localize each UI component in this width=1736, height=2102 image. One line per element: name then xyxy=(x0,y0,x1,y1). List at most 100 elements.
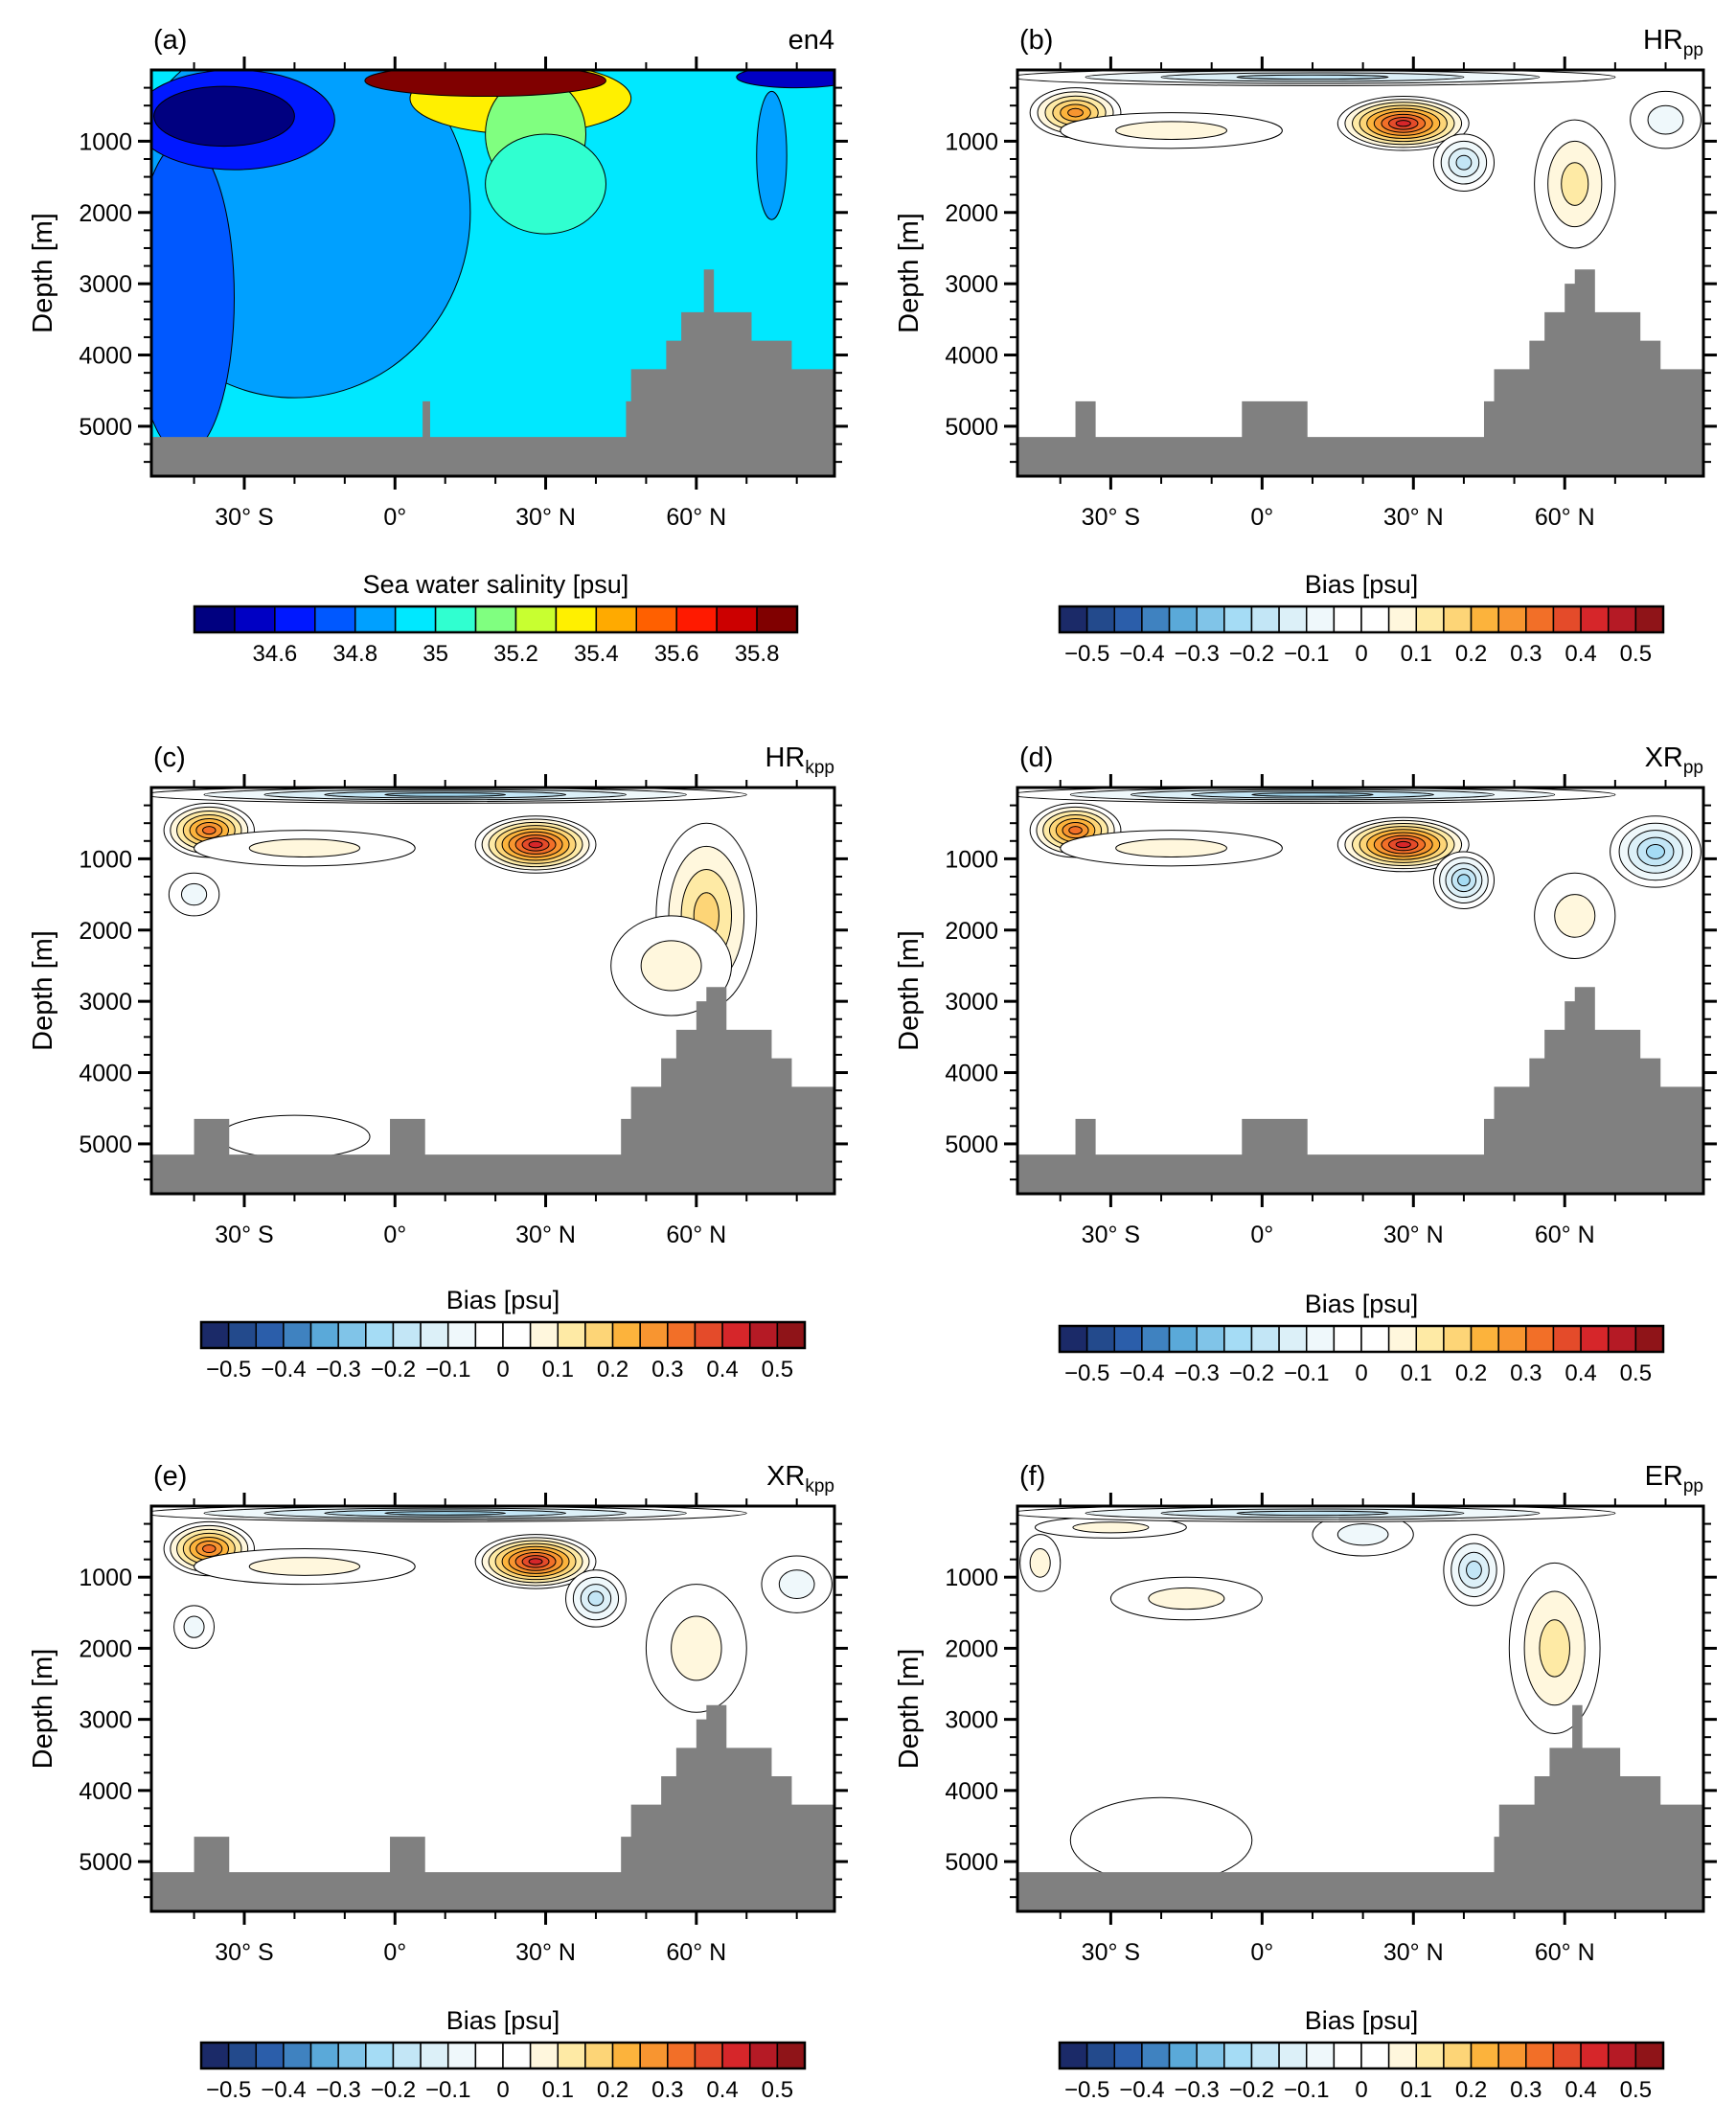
colorbar-title: Bias [psu] xyxy=(1305,2006,1419,2035)
x-tick-label: 60° N xyxy=(666,504,726,531)
colorbar-box xyxy=(1607,2042,1637,2069)
colorbar-box xyxy=(337,1321,367,1349)
colorbar-box xyxy=(234,605,276,633)
colorbar-frame xyxy=(1058,2041,1665,2070)
colorbar-box xyxy=(1525,1325,1555,1353)
bias-contour xyxy=(1115,838,1227,858)
bathymetry xyxy=(1017,269,1703,476)
colorbar-label: −0.4 xyxy=(1119,2077,1164,2102)
colorbar-box xyxy=(194,605,236,633)
y-tick-label: 1000 xyxy=(79,1565,132,1591)
colorbar-box xyxy=(1278,2042,1308,2069)
bias-contour xyxy=(1646,844,1665,859)
colorbar-box xyxy=(1085,2042,1116,2069)
y-tick-label: 1000 xyxy=(945,846,998,873)
y-tick-label: 4000 xyxy=(79,343,132,370)
bias-contour xyxy=(1561,162,1589,206)
colorbar-box xyxy=(1250,2042,1280,2069)
x-tick-label: 30° S xyxy=(1082,504,1140,531)
colorbar-box xyxy=(314,605,356,633)
colorbar-box xyxy=(392,2042,422,2069)
colorbar-title: Bias [psu] xyxy=(1305,570,1419,599)
colorbar-frame xyxy=(199,1320,807,1350)
panel-title-main: XR xyxy=(1645,743,1683,773)
colorbar-box xyxy=(1305,1325,1336,1353)
colorbar-box xyxy=(502,2042,532,2069)
y-tick-label: 2000 xyxy=(945,918,998,945)
colorbar-box xyxy=(1085,1325,1116,1353)
plot-frame xyxy=(149,1504,836,1913)
y-tick-label: 4000 xyxy=(79,1778,132,1805)
colorbar-label: −0.2 xyxy=(1229,2077,1274,2102)
bias-contour xyxy=(1148,1587,1225,1611)
colorbar-box xyxy=(255,2042,285,2069)
colorbar-label: −0.1 xyxy=(425,2077,470,2102)
y-tick-label: 3000 xyxy=(945,989,998,1016)
colorbar-label: −0.1 xyxy=(425,1357,470,1382)
colorbar-box xyxy=(756,605,798,633)
bias-contour xyxy=(202,826,217,835)
colorbar-label: 0.2 xyxy=(1455,1360,1487,1386)
bias-contour xyxy=(248,838,361,858)
colorbar-frame xyxy=(193,605,799,634)
colorbar-box xyxy=(557,1321,586,1349)
colorbar-label: 0.5 xyxy=(762,2077,793,2102)
colorbar-label: −0.5 xyxy=(206,2077,251,2102)
colorbar-box xyxy=(200,2042,230,2069)
y-tick-label: 1000 xyxy=(79,128,132,155)
colorbar-box xyxy=(1059,2042,1088,2069)
colorbar-box xyxy=(1580,1325,1610,1353)
colorbar-label: −0.3 xyxy=(1174,1360,1219,1386)
colorbar-label: 0.3 xyxy=(651,1357,683,1382)
colorbar-box xyxy=(200,1321,230,1349)
colorbar-label: 0.3 xyxy=(651,2077,683,2102)
panel-title: XRkpp xyxy=(766,1461,834,1497)
panel-title-main: ER xyxy=(1645,1461,1683,1492)
colorbar-box xyxy=(529,2042,560,2069)
colorbar-box xyxy=(721,1321,751,1349)
bias-contour xyxy=(1069,1796,1253,1884)
colorbar-box xyxy=(1113,605,1143,633)
colorbar-box xyxy=(227,1321,258,1349)
y-tick-label: 5000 xyxy=(79,1849,132,1876)
colorbar-box xyxy=(748,1321,779,1349)
y-tick-label: 1000 xyxy=(79,846,132,873)
y-tick-label: 2000 xyxy=(945,1635,998,1662)
x-tick-label: 0° xyxy=(1250,1939,1273,1966)
panel-title-main: XR xyxy=(766,1461,805,1492)
panel-title: HRpp xyxy=(1643,25,1703,60)
colorbar-box xyxy=(1497,2042,1527,2069)
panel-title-main: HR xyxy=(1643,25,1683,56)
colorbar-box xyxy=(611,1321,641,1349)
colorbar-label: 0.3 xyxy=(1510,1360,1542,1386)
panel-a: 1000 2000 3000 4000 5000 30° S 0° 30° N 60° N Dep… xyxy=(28,25,848,667)
colorbar-box xyxy=(227,2042,258,2069)
x-tick-label: 30° S xyxy=(1082,1222,1140,1248)
y-axis-label: Depth [m] xyxy=(894,930,925,1051)
colorbar-box xyxy=(1470,605,1499,633)
colorbar-box xyxy=(1333,1325,1362,1353)
colorbar-box xyxy=(1196,1325,1225,1353)
y-tick-label: 5000 xyxy=(945,414,998,441)
colorbar-box xyxy=(1085,605,1116,633)
colorbar-frame xyxy=(199,2041,807,2070)
colorbar-box xyxy=(434,605,477,633)
colorbar-box xyxy=(1250,1325,1280,1353)
colorbar-box xyxy=(1113,2042,1143,2069)
bias-contour xyxy=(1251,792,1374,797)
plot-area xyxy=(151,1506,834,1911)
y-tick-label: 4000 xyxy=(79,1061,132,1087)
colorbar-box xyxy=(392,1321,422,1349)
colorbar-box xyxy=(1634,605,1664,633)
colorbar-box xyxy=(1196,2042,1225,2069)
plot-area xyxy=(151,70,834,476)
colorbar-box xyxy=(1141,1325,1171,1353)
colorbar-box xyxy=(1525,2042,1555,2069)
x-tick-label: 60° N xyxy=(1535,504,1595,531)
y-axis-label: Depth [m] xyxy=(28,930,58,1051)
plot-frame xyxy=(1016,1504,1705,1913)
colorbar-box xyxy=(446,2042,477,2069)
colorbar-box xyxy=(555,605,598,633)
bathymetry xyxy=(151,1704,834,1911)
x-tick-label: 0° xyxy=(1250,1222,1273,1248)
